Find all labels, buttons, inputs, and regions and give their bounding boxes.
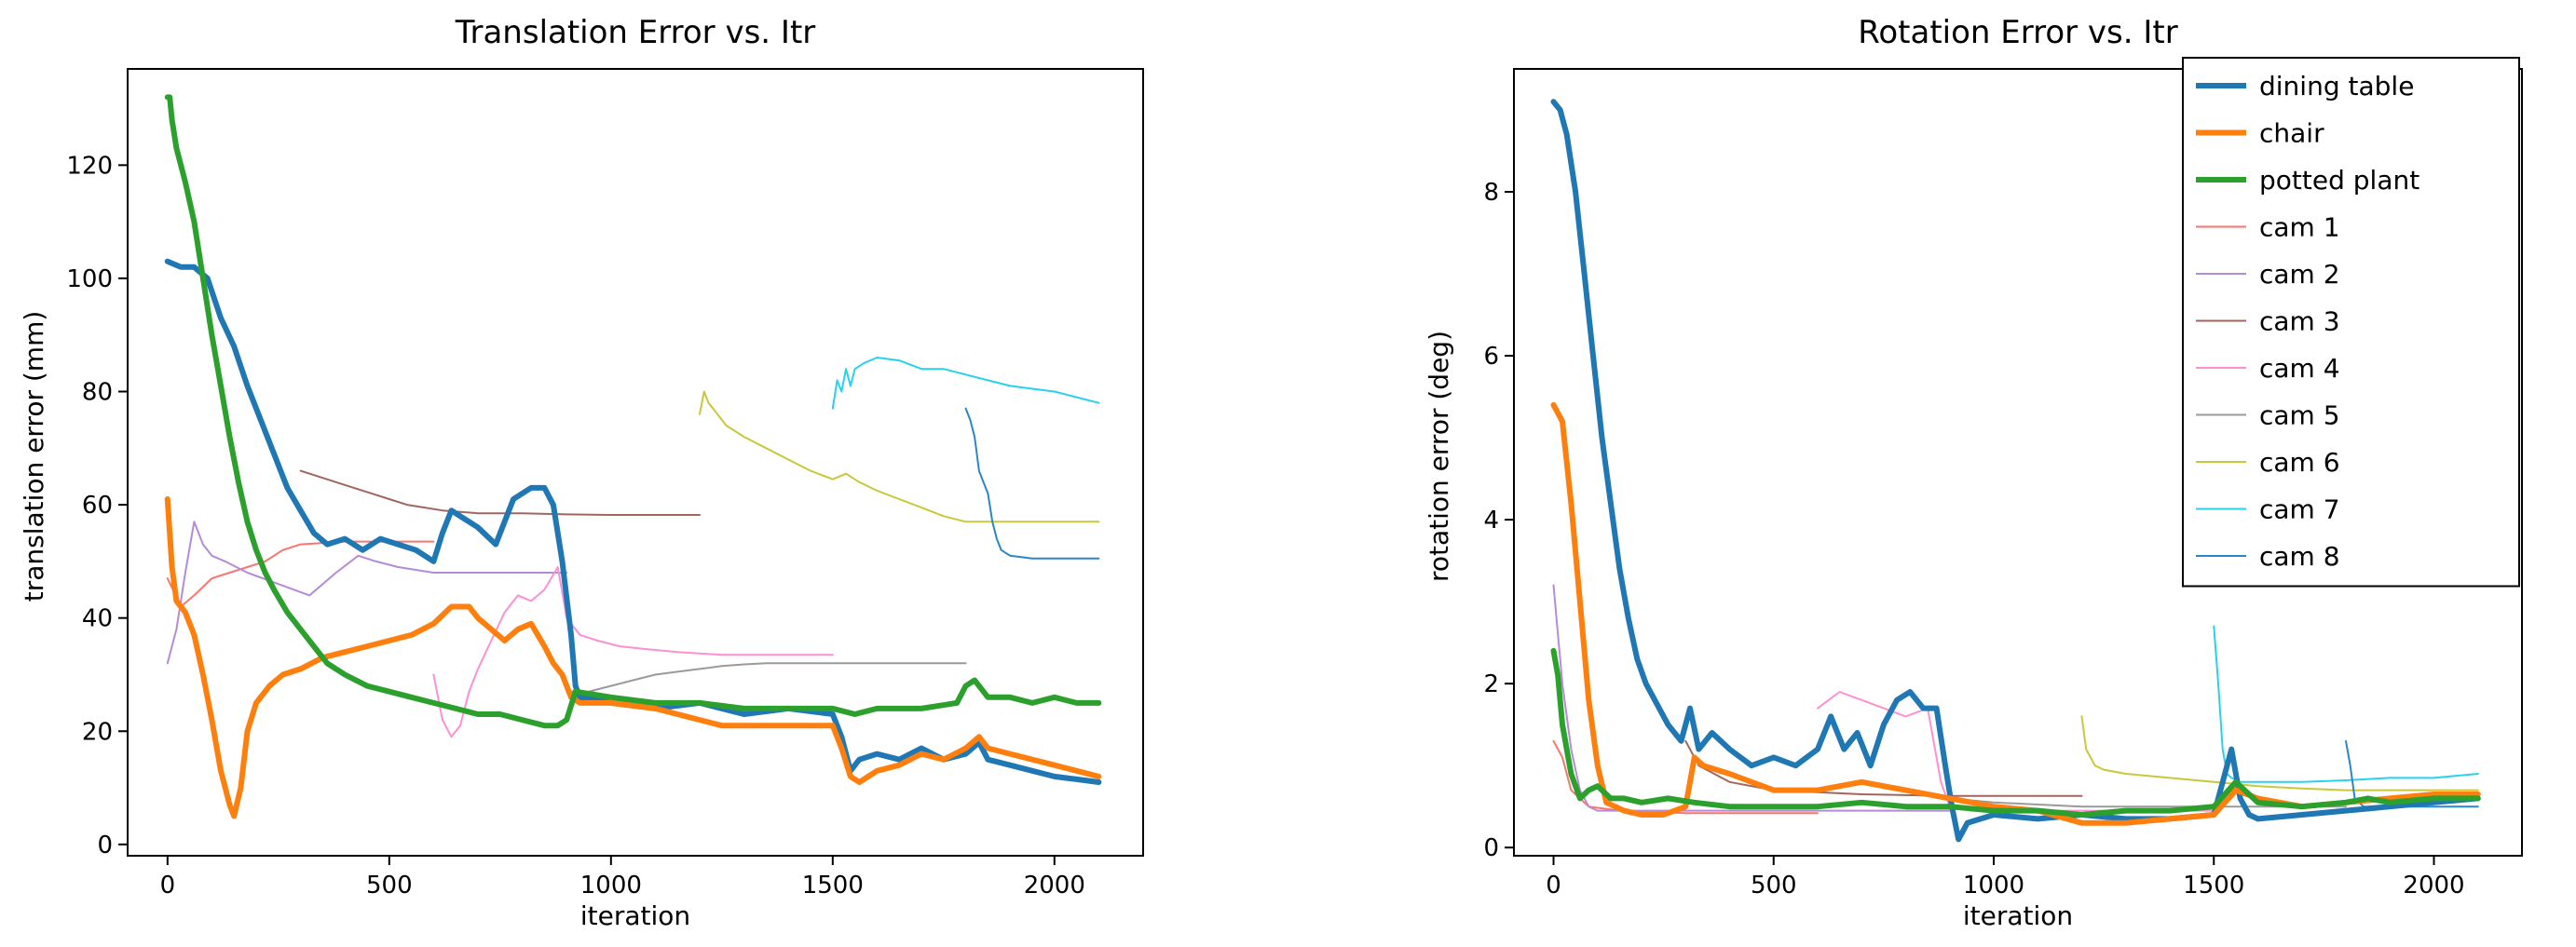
series-line-cam-6	[2080, 715, 2479, 791]
series-line-cam-2	[166, 521, 568, 665]
legend-label-cam-2: cam 2	[2259, 259, 2340, 290]
plot-frame	[1513, 68, 2523, 857]
legend-label-cam-6: cam 6	[2259, 447, 2340, 478]
series-line-cam-7	[2213, 625, 2479, 783]
y-tick-label: 100	[66, 265, 113, 293]
x-tick-label: 1000	[580, 872, 642, 900]
y-tick-label: 0	[1483, 834, 1499, 862]
x-tick-label: 500	[1751, 872, 1797, 900]
series-line-cam-7	[831, 357, 1100, 410]
plot-area	[1550, 99, 2481, 843]
legend-label-cam-1: cam 1	[2259, 212, 2340, 243]
y-tick-label: 0	[97, 832, 113, 859]
series-line-chair	[164, 496, 1102, 819]
legend: dining table chair potted plant cam 1 cam 2 c…	[2182, 57, 2520, 588]
series-line-potted-plant	[1550, 647, 2481, 818]
y-axis-label: rotation error (deg)	[1424, 331, 1454, 582]
x-tick-label: 500	[366, 872, 413, 900]
y-tick-label: 8	[1483, 179, 1499, 207]
plot-frame	[127, 68, 1144, 857]
rotation-error-chart: Rotation Error vs. Itr iteration rotatio…	[1424, 14, 2523, 931]
legend-label-dining-table: dining table	[2259, 71, 2414, 101]
x-tick-label: 0	[160, 872, 176, 900]
x-axis-label: iteration	[1963, 900, 2073, 931]
y-tick-label: 2	[1483, 670, 1499, 698]
x-tick-label: 1500	[802, 872, 864, 900]
x-tick-label: 1000	[1963, 872, 2024, 900]
legend-label-cam-3: cam 3	[2259, 306, 2340, 337]
y-tick-label: 6	[1483, 343, 1499, 371]
series-line-potted-plant	[164, 94, 1102, 729]
y-tick-label: 120	[66, 152, 113, 180]
series-line-dining-table	[164, 258, 1102, 785]
x-tick-label: 1500	[2183, 872, 2244, 900]
y-tick-label: 40	[82, 605, 113, 633]
x-tick-label: 2000	[2403, 872, 2464, 900]
x-tick-label: 2000	[1024, 872, 1085, 900]
chart-title: Translation Error vs. Itr	[455, 14, 816, 51]
series-line-cam-3	[299, 469, 701, 516]
series-line-cam-5	[566, 662, 967, 693]
plot-area	[164, 94, 1102, 819]
translation-error-chart: Translation Error vs. Itr iteration tran…	[19, 14, 1144, 931]
y-tick-label: 80	[82, 379, 113, 407]
legend-label-cam-4: cam 4	[2259, 353, 2340, 384]
series-line-dining-table	[1550, 99, 2481, 843]
series-line-cam-2	[1552, 584, 1951, 812]
series-line-cam-6	[699, 390, 1100, 523]
y-axis-label: translation error (mm)	[19, 311, 49, 602]
series-line-cam-8	[964, 407, 1100, 560]
series-line-cam-4	[432, 566, 834, 738]
chart-title: Rotation Error vs. Itr	[1858, 14, 2177, 51]
y-tick-label: 20	[82, 718, 113, 746]
y-tick-label: 4	[1483, 507, 1499, 534]
y-tick-label: 60	[82, 492, 113, 520]
x-tick-label: 0	[1546, 872, 1561, 900]
legend-label-chair: chair	[2259, 118, 2324, 149]
legend-label-cam-5: cam 5	[2259, 400, 2340, 431]
legend-label-potted-plant: potted plant	[2259, 165, 2419, 196]
legend-box	[2182, 57, 2520, 588]
legend-label-cam-7: cam 7	[2259, 494, 2340, 525]
x-axis-label: iteration	[580, 900, 690, 931]
legend-label-cam-8: cam 8	[2259, 541, 2340, 572]
